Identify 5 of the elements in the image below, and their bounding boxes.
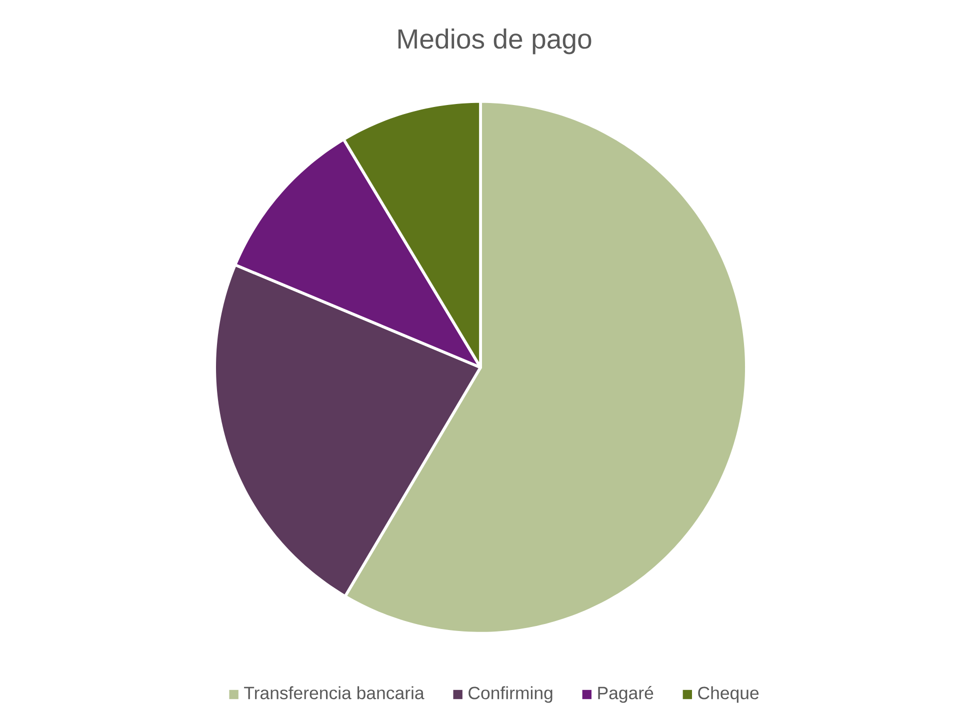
legend-label: Confirming: [468, 686, 552, 703]
chart-title: Medios de pago: [398, 28, 592, 54]
legend-label: Pagaré: [598, 686, 654, 703]
legend-label: Cheque: [698, 686, 759, 703]
legend-label: Transferencia bancaria: [244, 686, 424, 700]
